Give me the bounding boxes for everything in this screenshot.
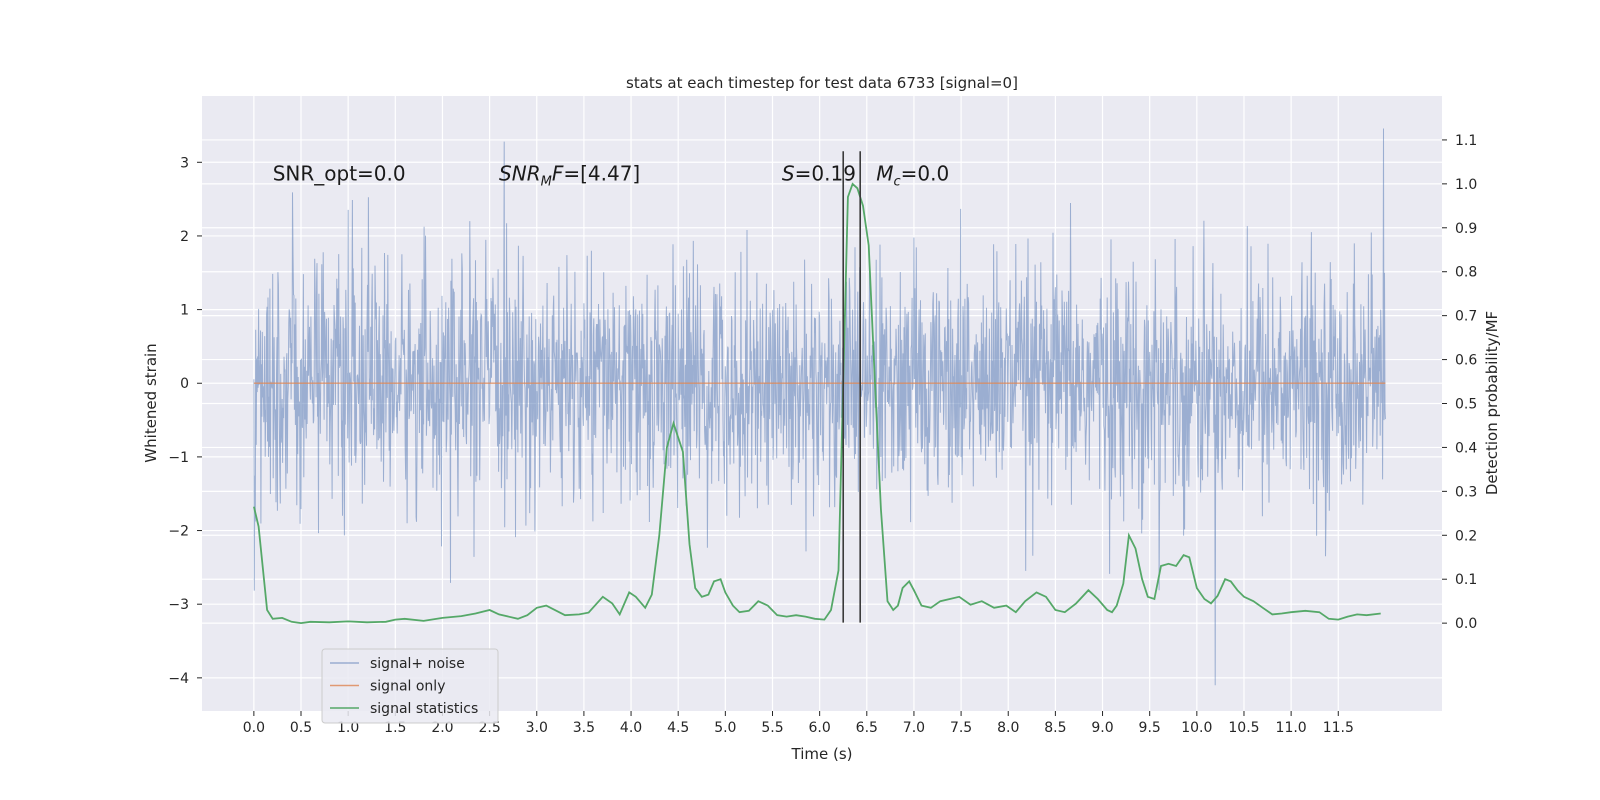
y-tick-label: 2 [180, 229, 189, 245]
x-tick-label: 6.0 [809, 720, 831, 736]
annotations: SNR_opt=0.0 SNRMF=[4.47] S=0.19 Mc=0.0 [273, 161, 949, 189]
annotation-text: Mc=0.0 [876, 161, 949, 189]
x-tick-label: 4.0 [620, 720, 642, 736]
x-tick-label: 3.5 [573, 720, 595, 736]
legend-label: signal+ noise [370, 656, 465, 672]
x-tick-label: 3.0 [526, 720, 548, 736]
y-axis-label: Whitened strain [142, 343, 160, 462]
legend-box [321, 648, 499, 724]
x-tick-label: 0.0 [243, 720, 265, 736]
legend-label: signal statistics [370, 701, 478, 717]
y2-axis-label: Detection probability/MF [1483, 311, 1501, 495]
x-tick-label: 8.5 [1044, 720, 1066, 736]
y2-tick-label: 0.8 [1455, 265, 1477, 281]
y-tick-label: −3 [168, 597, 189, 613]
y2-tick-label: 0.6 [1455, 353, 1477, 369]
x-tick-label: 0.5 [290, 720, 312, 736]
y2-tick-label: 0.2 [1455, 528, 1477, 544]
y2-tick-label: 0.3 [1455, 484, 1477, 500]
x-tick-label: 5.5 [761, 720, 783, 736]
legend: signal+ noise signal only signal statistic… [321, 648, 499, 724]
x-tick-label: 7.5 [950, 720, 972, 736]
y-tick-label: 0 [180, 376, 189, 392]
x-tick-label: 10.0 [1181, 720, 1212, 736]
x-tick-label: 8.0 [997, 720, 1019, 736]
y-tick-label: −4 [168, 671, 189, 687]
y2-tick-label: 0.4 [1455, 440, 1477, 456]
x-tick-label: 2.5 [478, 720, 500, 736]
x-tick-label: 1.0 [337, 720, 359, 736]
x-tick-label: 10.5 [1228, 720, 1259, 736]
x-tick-label: 11.0 [1276, 720, 1307, 736]
chart-title: stats at each timestep for test data 673… [626, 74, 1018, 92]
y-tick-label: 1 [180, 303, 189, 319]
x-tick-label: 7.0 [903, 720, 925, 736]
y2-tick-label: 1.0 [1455, 177, 1477, 193]
y2-tick-label: 1.1 [1455, 133, 1477, 149]
y2-tick-label: 0.5 [1455, 397, 1477, 413]
series-signal-statistics [253, 182, 1381, 625]
x-tick-label: 5.0 [714, 720, 736, 736]
y-tick-label: −2 [168, 524, 189, 540]
x-axis-label: Time (s) [791, 745, 853, 763]
y-tick-label: 3 [180, 155, 189, 171]
annotation-text: SNR_opt=0.0 [273, 161, 406, 185]
series-signal-noise [253, 128, 1386, 686]
plot-area [253, 128, 1386, 686]
x-tick-label: 9.0 [1091, 720, 1113, 736]
legend-label: signal only [370, 679, 445, 695]
x-tick-label: 11.5 [1323, 720, 1354, 736]
annotation-text: S=0.19 [782, 161, 856, 185]
annotation-text: SNRMF=[4.47] [499, 161, 640, 189]
axes: 0.0 0.5 1.0 1.5 2.0 2.5 3.0 3.5 4.0 4.5 5.0 5.5 6.0 6… [168, 133, 1477, 736]
x-tick-label: 9.5 [1139, 720, 1161, 736]
y-tick-label: −1 [168, 450, 189, 466]
x-tick-label: 6.5 [856, 720, 878, 736]
y2-tick-label: 0.9 [1455, 221, 1477, 237]
x-tick-label: 2.0 [431, 720, 453, 736]
y2-tick-label: 0.0 [1455, 616, 1477, 632]
x-tick-label: 4.5 [667, 720, 689, 736]
x-tick-label: 1.5 [384, 720, 406, 736]
y2-tick-label: 0.1 [1455, 572, 1477, 588]
y2-tick-label: 0.7 [1455, 309, 1477, 325]
